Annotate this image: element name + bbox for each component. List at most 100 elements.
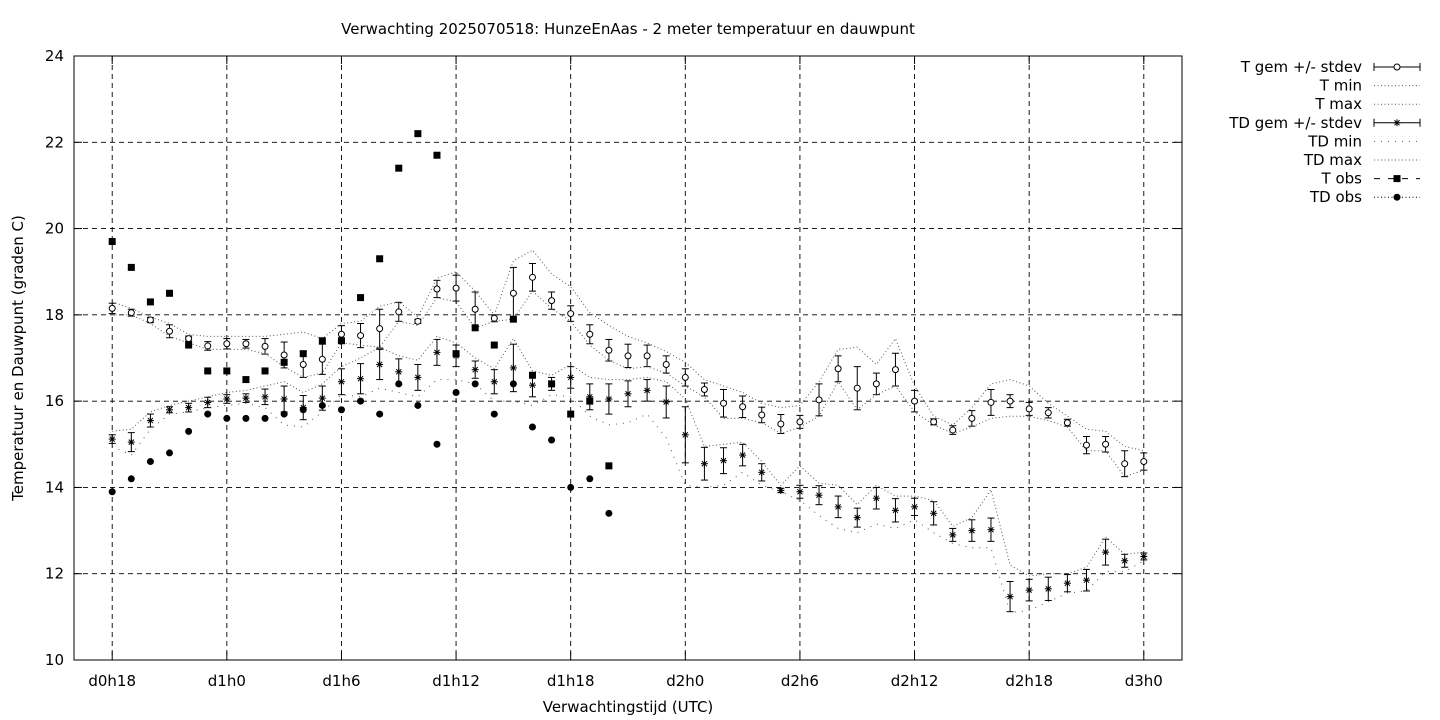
data-point [204,342,212,350]
series-td-obs [108,380,613,517]
data-point [108,304,116,312]
data-point [414,373,422,381]
data-point [1006,397,1014,405]
data-point [758,468,766,476]
data-point [987,526,995,534]
legend-entry: TD min [1307,132,1420,150]
data-point [127,438,135,446]
data-point [548,436,556,444]
x-tick-label: d1h6 [322,672,360,690]
data-point [509,364,517,372]
y-tick-label: 10 [45,651,64,669]
data-point [968,527,976,535]
data-point [261,367,269,375]
data-point [185,335,193,343]
legend-marker [1393,119,1401,127]
data-point [528,371,536,379]
data-point [166,449,174,457]
y-tick-label: 16 [45,392,64,410]
data-point [509,289,517,297]
legend-marker [1393,63,1401,71]
data-point [204,367,212,375]
data-point [891,506,899,514]
data-point [433,348,441,356]
data-point [700,460,708,468]
data-point [242,414,250,422]
x-tick-label: d2h0 [666,672,704,690]
legend-entry: T gem +/- stdev [1240,58,1421,76]
data-point [223,340,231,348]
data-point [815,491,823,499]
x-tick-label: d3h0 [1125,672,1163,690]
data-point [509,315,517,323]
data-point [930,509,938,517]
legend-entry: T min [1319,77,1420,95]
data-point [930,418,938,426]
data-point [414,401,422,409]
data-point [605,395,613,403]
data-point [1025,586,1033,594]
data-point [166,327,174,335]
x-tick-label: d1h12 [432,672,480,690]
data-point [166,406,174,414]
data-point [261,342,269,350]
data-point [242,394,250,402]
data-point [395,380,403,388]
data-point [452,284,460,292]
data-point [433,151,441,159]
legend-entry: TD gem +/- stdev [1228,114,1421,132]
data-point [605,509,613,517]
data-point [567,310,575,318]
data-point [204,410,212,418]
data-point [987,398,995,406]
series-t-obs [108,130,613,470]
data-point [357,397,365,405]
legend-label: TD max [1303,151,1362,169]
data-point [318,401,326,409]
series-line-td-max [112,335,1144,577]
data-point [586,475,594,483]
data-point [395,308,403,316]
data-point [318,394,326,402]
data-point [376,325,384,333]
series-td-max [112,335,1144,577]
data-point [146,417,154,425]
legend-label: T max [1314,95,1362,113]
data-point [586,397,594,405]
legend-marker [1393,175,1401,183]
data-point [337,378,345,386]
data-point [1025,405,1033,413]
data-point [1121,557,1129,565]
data-point [357,294,365,302]
y-axis-label: Temperatuur en Dauwpunt (graden C) [9,215,27,502]
data-point [1082,441,1090,449]
data-point [280,351,288,359]
data-point [1044,585,1052,593]
y-tick-label: 18 [45,306,64,324]
data-point [108,435,116,443]
legend-label: TD obs [1309,188,1362,206]
data-point [299,406,307,414]
data-point [452,350,460,358]
legend-label: T obs [1321,170,1363,188]
data-point [280,395,288,403]
data-point [242,340,250,348]
data-point [528,381,536,389]
x-tick-label: d1h18 [547,672,595,690]
series-line-td-min [111,379,1145,614]
data-point [624,352,632,360]
data-point [318,337,326,345]
data-point [146,298,154,306]
y-tick-label: 14 [45,478,64,496]
data-point [1063,419,1071,427]
legend-entry: TD max [1303,151,1420,169]
y-tick-label: 12 [45,565,64,583]
data-point [891,366,899,374]
axis-ticks: 10 12 14 16 18 20 22 24 d0h18 d1h0 d1h6 d1h12 d1h18 d… [45,47,1182,690]
data-point [166,289,174,297]
data-point [720,457,728,465]
data-point [223,367,231,375]
data-point [414,317,422,325]
data-point [739,451,747,459]
data-point [911,397,919,405]
